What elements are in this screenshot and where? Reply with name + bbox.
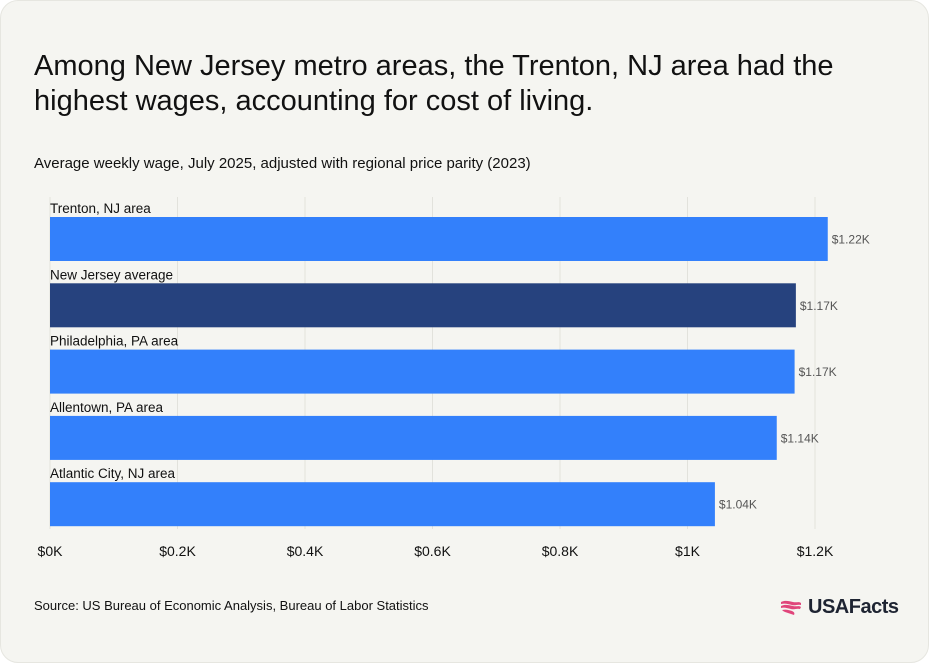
- x-tick-label: $1K: [675, 543, 701, 559]
- usafacts-logo[interactable]: USAFacts: [779, 593, 899, 621]
- category-label: Trenton, NJ area: [50, 201, 151, 216]
- chart-title: Among New Jersey metro areas, the Trento…: [34, 50, 834, 117]
- logo-text: USAFacts: [808, 595, 899, 618]
- bar: [50, 283, 796, 328]
- x-tick-label: $0.8K: [542, 543, 579, 559]
- bar: [50, 349, 795, 394]
- x-tick-label: $0.6K: [414, 543, 451, 559]
- us-flag-map-icon: [781, 600, 801, 615]
- x-tick-label: $1.2K: [797, 543, 834, 559]
- bar: [50, 482, 715, 527]
- bar: [50, 217, 828, 261]
- value-label: $1.17K: [800, 299, 838, 313]
- value-label: $1.17K: [799, 365, 837, 379]
- category-label: Philadelphia, PA area: [50, 334, 179, 349]
- category-label: New Jersey average: [50, 267, 173, 282]
- x-tick-label: $0.4K: [287, 543, 324, 559]
- category-label: Atlantic City, NJ area: [50, 466, 176, 481]
- x-tick-label: $0.2K: [159, 543, 196, 559]
- value-label: $1.14K: [781, 431, 819, 445]
- bar: [50, 415, 777, 460]
- x-tick-label: $0K: [38, 543, 64, 559]
- category-label: Allentown, PA area: [50, 400, 164, 415]
- value-label: $1.04K: [719, 498, 757, 512]
- value-label: $1.22K: [832, 233, 870, 247]
- chart-subtitle: Average weekly wage, July 2025, adjusted…: [34, 155, 531, 172]
- source-note: Source: US Bureau of Economic Analysis, …: [34, 598, 429, 613]
